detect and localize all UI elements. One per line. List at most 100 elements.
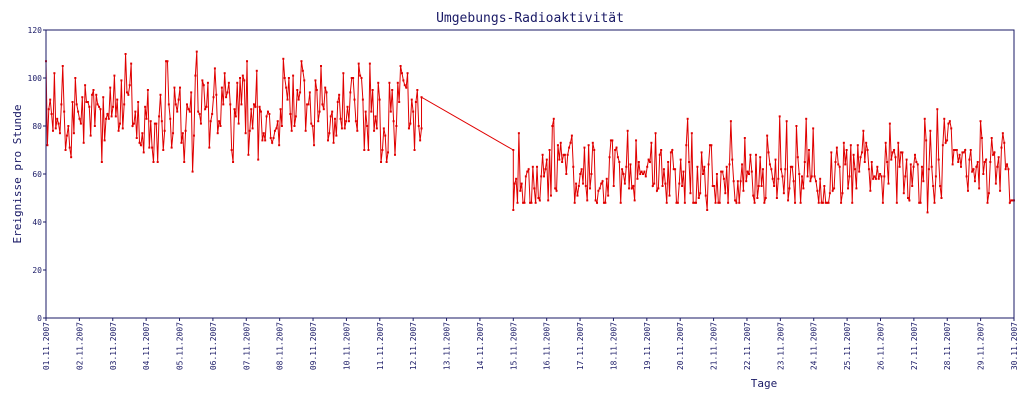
data-point: [120, 79, 123, 82]
y-tick-label: 60: [32, 170, 42, 179]
data-point: [828, 192, 831, 195]
data-point: [655, 189, 658, 192]
data-point: [74, 77, 77, 79]
data-point: [671, 149, 674, 151]
data-point: [703, 165, 706, 168]
data-point: [685, 144, 688, 147]
data-point: [774, 158, 777, 161]
data-point: [782, 192, 785, 195]
data-point: [618, 161, 621, 163]
data-point: [414, 101, 417, 103]
data-point: [764, 197, 767, 199]
data-point: [547, 199, 550, 202]
data-point: [955, 149, 958, 151]
data-point: [77, 110, 80, 113]
data-point: [188, 110, 191, 113]
data-point: [346, 105, 349, 108]
data-point: [68, 146, 71, 149]
data-point: [314, 79, 317, 82]
data-point: [713, 185, 716, 187]
data-point: [902, 192, 905, 195]
data-point: [135, 137, 138, 139]
data-point: [555, 189, 558, 192]
data-point: [515, 177, 518, 180]
data-point: [197, 110, 200, 113]
data-point: [888, 122, 891, 125]
data-point: [347, 120, 350, 123]
data-point: [406, 72, 409, 75]
data-point: [107, 117, 110, 120]
data-point: [842, 141, 845, 144]
data-point: [989, 161, 992, 163]
data-point: [1004, 168, 1007, 171]
data-point: [947, 122, 950, 125]
data-point: [89, 134, 92, 137]
data-point: [566, 153, 569, 156]
data-point: [417, 125, 420, 127]
data-point: [88, 105, 91, 108]
data-point: [78, 117, 81, 120]
data-point: [204, 108, 207, 111]
data-point: [831, 189, 834, 192]
data-point: [512, 149, 515, 151]
data-point: [128, 84, 131, 87]
data-point: [849, 144, 852, 147]
data-point: [814, 180, 817, 183]
data-point: [516, 201, 519, 204]
data-point: [749, 153, 752, 156]
data-point: [642, 173, 645, 175]
data-point: [253, 103, 255, 106]
data-point: [363, 149, 366, 151]
data-point: [803, 161, 806, 163]
data-point: [308, 91, 311, 94]
data-point: [517, 132, 520, 135]
data-point: [552, 117, 555, 120]
data-point: [911, 185, 914, 187]
data-point: [241, 74, 244, 77]
data-point: [229, 103, 232, 106]
data-point: [717, 201, 720, 204]
data-point: [299, 91, 302, 94]
data-point: [378, 98, 381, 101]
data-point: [258, 105, 261, 108]
x-tick-label: 02.11.2007: [75, 322, 84, 370]
data-point: [325, 91, 328, 94]
data-point: [728, 163, 731, 166]
data-point: [60, 103, 63, 106]
data-point: [311, 125, 314, 127]
data-point: [748, 173, 751, 175]
data-point: [554, 187, 557, 190]
data-point: [844, 163, 847, 166]
data-point: [667, 161, 670, 163]
data-point: [725, 165, 728, 168]
data-point: [604, 201, 607, 204]
data-point: [992, 153, 995, 156]
x-tick-label: 06.11.2007: [209, 322, 218, 370]
data-point: [158, 115, 161, 118]
data-point: [265, 115, 268, 118]
data-point: [708, 144, 711, 147]
data-point: [891, 151, 894, 154]
data-point: [973, 180, 976, 183]
data-point: [61, 65, 64, 67]
data-point: [937, 158, 940, 161]
data-point: [637, 161, 640, 163]
data-point: [336, 101, 339, 103]
data-point: [835, 146, 838, 149]
data-point: [153, 122, 156, 125]
data-point: [611, 139, 614, 142]
data-point: [799, 201, 802, 204]
data-point: [402, 79, 405, 82]
data-point: [862, 129, 865, 132]
data-point: [787, 199, 790, 202]
data-point: [110, 115, 113, 118]
data-point: [318, 110, 321, 113]
data-point: [198, 113, 201, 115]
data-point: [908, 199, 911, 202]
data-point: [53, 72, 56, 75]
data-point: [820, 201, 823, 204]
data-point: [718, 201, 721, 204]
data-point: [791, 165, 794, 168]
data-point: [827, 201, 830, 204]
data-point: [63, 110, 66, 113]
